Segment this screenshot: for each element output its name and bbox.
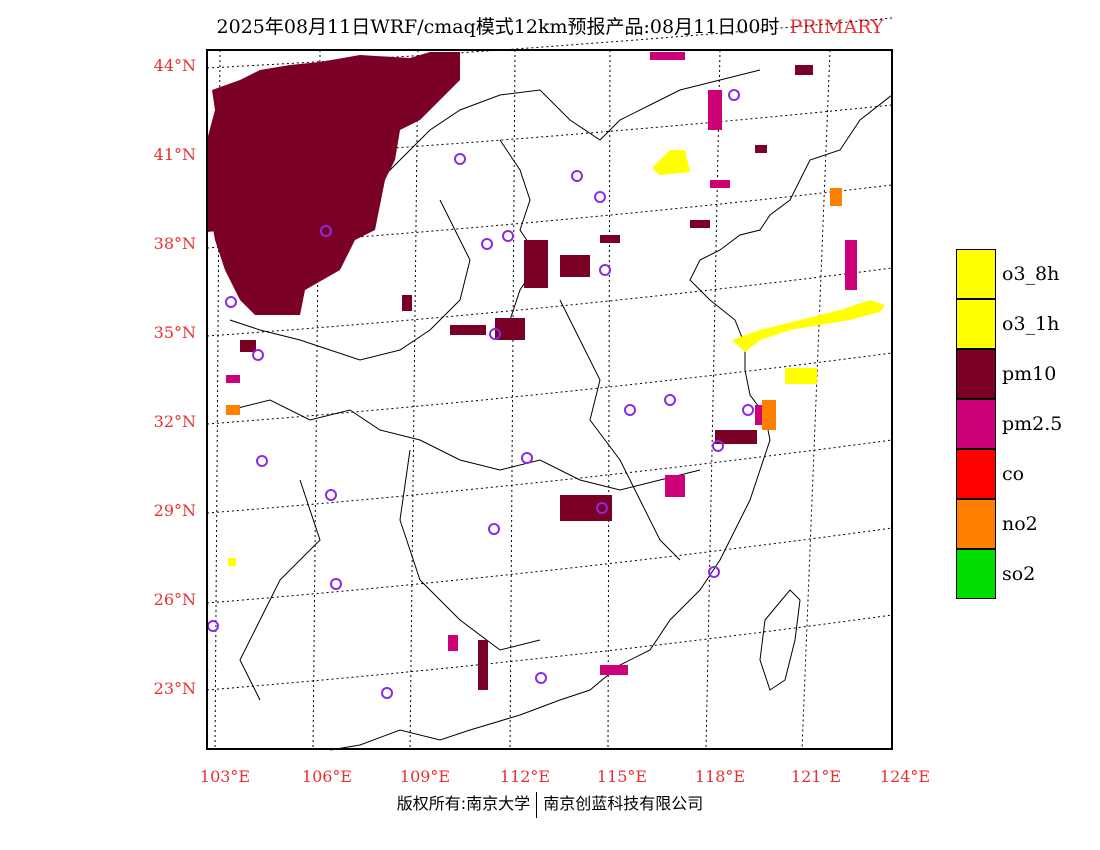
pm10-area-northwest — [207, 52, 460, 315]
site-marker — [664, 394, 676, 406]
pm10-block — [495, 318, 525, 340]
map-title: 2025年08月11日WRF/cmaq模式12km预报产品:08月11日00时 P… — [0, 12, 1100, 39]
site-marker — [596, 502, 608, 514]
site-marker — [521, 452, 533, 464]
lat-label: 44°N — [154, 56, 196, 75]
site-marker — [381, 687, 393, 699]
legend-swatch — [956, 499, 996, 549]
site-marker — [256, 455, 268, 467]
site-marker — [225, 296, 237, 308]
site-marker — [712, 440, 724, 452]
lon-label: 124°E — [880, 767, 930, 786]
o3-area-north — [652, 150, 690, 175]
legend-label: no2 — [1002, 513, 1038, 535]
legend-swatch — [956, 549, 996, 599]
pm10-area-west-edge — [207, 195, 230, 232]
legend-label: pm2.5 — [1002, 413, 1063, 435]
site-marker — [481, 238, 493, 250]
pm10-block — [755, 145, 767, 153]
site-marker — [624, 404, 636, 416]
o3-block — [228, 558, 236, 566]
lon-label: 106°E — [302, 767, 352, 786]
no2-block — [226, 405, 240, 415]
legend-swatch — [956, 399, 996, 449]
pm2.5-block — [600, 665, 628, 675]
pm2.5-block — [226, 375, 240, 383]
latitude-labels: 44°N 41°N 38°N 35°N 32°N 29°N 26°N 23°N — [154, 56, 196, 698]
pm2.5-block — [448, 635, 458, 651]
lon-label: 112°E — [500, 767, 550, 786]
lat-label: 23°N — [154, 679, 196, 698]
title-text: 2025年08月11日WRF/cmaq模式12km预报产品:08月11日00时 — [216, 16, 780, 38]
copyright-footer: 版权所有:南京大学 南京创蓝科技有限公司 — [0, 790, 1100, 818]
site-marker — [330, 578, 342, 590]
lon-label: 109°E — [400, 767, 450, 786]
pm10-block — [402, 295, 412, 311]
legend-swatch — [956, 299, 996, 349]
legend-swatch — [956, 449, 996, 499]
legend-label: co — [1002, 463, 1025, 485]
lon-label: 118°E — [695, 767, 745, 786]
legend-label: o3_8h — [1002, 263, 1060, 285]
lat-label: 32°N — [154, 412, 196, 431]
pm2.5-block — [650, 52, 685, 60]
lon-label: 115°E — [597, 767, 647, 786]
no2-block — [762, 400, 776, 430]
site-marker — [325, 489, 337, 501]
company-name: 南京创蓝科技有限公司 — [543, 794, 704, 813]
lat-label: 38°N — [154, 234, 196, 253]
footer-divider — [536, 791, 538, 818]
site-marker — [594, 191, 606, 203]
pm10-block — [450, 325, 486, 335]
pm10-block — [524, 240, 548, 288]
lon-label: 103°E — [200, 767, 250, 786]
site-marker — [320, 225, 332, 237]
site-marker — [252, 349, 264, 361]
o3-block — [785, 368, 817, 384]
no2-block — [830, 188, 842, 206]
longitude-labels: 103°E 106°E 109°E 112°E 115°E 118°E 121°… — [200, 767, 930, 786]
lat-label: 26°N — [154, 590, 196, 609]
copyright-owner: 版权所有:南京大学 — [396, 794, 531, 813]
pm10-block — [560, 495, 612, 521]
pm10-block — [715, 430, 757, 444]
lat-label: 35°N — [154, 323, 196, 342]
site-marker — [742, 404, 754, 416]
lat-label: 29°N — [154, 501, 196, 520]
pm10-block — [690, 220, 710, 228]
site-marker — [454, 153, 466, 165]
legend-label: so2 — [1002, 563, 1036, 585]
pm2.5-block — [665, 475, 685, 497]
lat-label: 41°N — [154, 145, 196, 164]
pm10-block — [240, 340, 256, 352]
lon-label: 121°E — [791, 767, 841, 786]
pm10-block — [478, 640, 488, 690]
legend-label: o3_1h — [1002, 313, 1060, 335]
primary-tag: PRIMARY — [789, 16, 884, 38]
site-marker — [207, 620, 219, 632]
o3-area-sea — [732, 300, 885, 352]
legend-swatch — [956, 249, 996, 299]
site-marker — [489, 328, 501, 340]
pm2.5-block — [708, 90, 722, 130]
site-marker — [571, 170, 583, 182]
pm10-block — [795, 65, 813, 75]
map-frame — [206, 49, 893, 750]
pm2.5-block — [710, 180, 730, 188]
legend-swatch — [956, 349, 996, 399]
pm10-block — [600, 235, 620, 243]
site-marker — [708, 566, 720, 578]
pm10-block — [560, 255, 590, 277]
legend-label: pm10 — [1002, 363, 1057, 385]
pm2.5-block — [845, 240, 857, 290]
site-marker — [488, 523, 500, 535]
site-marker — [502, 230, 514, 242]
primary-pollutant-areas — [207, 52, 885, 690]
site-marker — [535, 672, 547, 684]
site-marker — [728, 89, 740, 101]
site-markers — [207, 89, 754, 699]
site-marker — [599, 264, 611, 276]
